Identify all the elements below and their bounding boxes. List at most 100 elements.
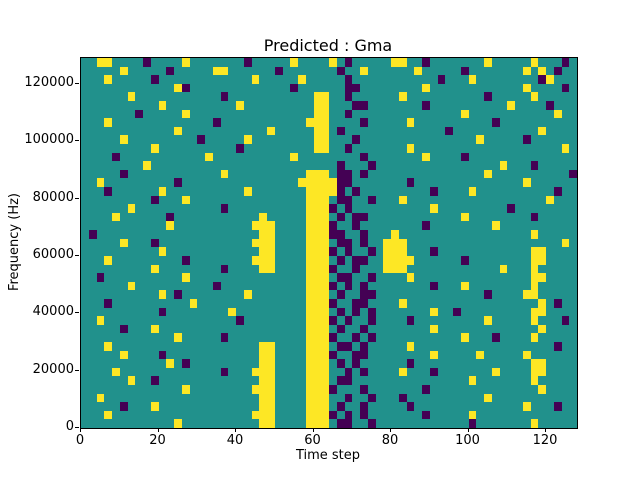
heatmap-cell: [445, 126, 453, 136]
heatmap-cell: [321, 402, 329, 411]
heatmap-cell: [181, 109, 190, 119]
heatmap-cell: [329, 410, 337, 420]
heatmap-cell: [406, 402, 415, 411]
heatmap-cell: [305, 118, 314, 127]
heatmap-cell: [313, 169, 322, 179]
heatmap-cell: [313, 298, 322, 308]
heatmap-cell: [313, 410, 322, 420]
heatmap-cell: [259, 212, 267, 222]
heatmap-cell: [367, 393, 376, 403]
heatmap-cell: [352, 255, 360, 265]
heatmap-cell: [313, 376, 322, 385]
heatmap-cell: [491, 221, 500, 231]
heatmap-cell: [344, 419, 353, 428]
heatmap-cell: [267, 230, 275, 239]
heatmap-cell: [321, 410, 329, 420]
heatmap-cell: [383, 247, 391, 256]
heatmap-cell: [305, 367, 314, 377]
heatmap-cell: [104, 118, 112, 127]
heatmap-cell: [367, 419, 376, 428]
heatmap-cell: [313, 341, 322, 351]
heatmap-cell: [305, 290, 314, 299]
heatmap-cell: [267, 367, 275, 377]
heatmap-cell: [530, 419, 539, 428]
heatmap-cell: [360, 298, 368, 308]
heatmap-cell: [313, 384, 322, 394]
heatmap-cell: [267, 350, 275, 360]
heatmap-cell: [336, 126, 345, 136]
heatmap-cell: [174, 419, 182, 428]
heatmap-cell: [321, 324, 329, 334]
heatmap-cell: [166, 212, 174, 222]
heatmap-cell: [468, 187, 477, 196]
heatmap-cell: [367, 161, 376, 170]
heatmap-cell: [321, 212, 329, 222]
heatmap-cell: [429, 281, 438, 291]
heatmap-cell: [367, 195, 376, 205]
heatmap-cell: [530, 376, 539, 385]
plot-area: [80, 57, 578, 429]
heatmap-cell: [484, 316, 492, 325]
heatmap-cell: [150, 75, 159, 84]
heatmap-cell: [383, 238, 391, 248]
y-tick-mark: [75, 254, 79, 256]
heatmap-cell: [321, 376, 329, 385]
heatmap-cell: [298, 75, 306, 84]
heatmap-cell: [329, 350, 337, 360]
heatmap-cell: [267, 384, 275, 394]
heatmap-cell: [553, 109, 562, 119]
heatmap-cell: [352, 333, 360, 342]
heatmap-cell: [313, 333, 322, 342]
heatmap-cell: [321, 281, 329, 291]
heatmap-cell: [112, 212, 120, 222]
heatmap-cell: [336, 255, 345, 265]
heatmap-cell: [243, 290, 252, 299]
heatmap-cell: [313, 419, 322, 428]
x-axis-label: Time step: [295, 448, 361, 463]
heatmap-cell: [321, 92, 329, 101]
heatmap-cell: [321, 307, 329, 317]
heatmap-cell: [259, 359, 267, 368]
x-tick-mark: [235, 428, 236, 432]
heatmap-cell: [305, 384, 314, 394]
heatmap-cell: [491, 118, 500, 127]
heatmap-cell: [313, 264, 322, 274]
heatmap-cell: [251, 75, 260, 84]
heatmap-cell: [360, 118, 368, 127]
heatmap-cell: [484, 290, 492, 299]
heatmap-cell: [88, 230, 97, 239]
heatmap-cell: [305, 187, 314, 196]
heatmap-cell: [313, 393, 322, 403]
heatmap-cell: [220, 66, 229, 76]
heatmap-cell: [220, 92, 229, 101]
heatmap-cell: [313, 281, 322, 291]
heatmap-cell: [406, 255, 415, 265]
heatmap-cell: [422, 58, 430, 67]
x-tick-mark: [157, 428, 159, 432]
heatmap-cell: [313, 118, 322, 127]
heatmap-cell: [561, 238, 570, 248]
heatmap-cell: [305, 255, 314, 265]
heatmap-cell: [398, 393, 407, 403]
heatmap-cell: [259, 255, 267, 265]
heatmap-cell: [119, 238, 128, 248]
heatmap-cell: [406, 144, 415, 153]
heatmap-cell: [305, 316, 314, 325]
heatmap-cell: [336, 419, 345, 428]
heatmap-cell: [352, 298, 360, 308]
heatmap-cell: [344, 273, 353, 282]
heatmap-cell: [313, 350, 322, 360]
heatmap-cell: [150, 324, 159, 334]
heatmap-cell: [329, 221, 337, 231]
heatmap-cell: [321, 135, 329, 145]
heatmap-cell: [127, 92, 136, 101]
heatmap-cell: [414, 66, 422, 76]
heatmap-cell: [158, 350, 167, 360]
heatmap-cell: [251, 367, 260, 377]
heatmap-cell: [321, 221, 329, 231]
heatmap-cell: [259, 238, 267, 248]
heatmap-cell: [329, 230, 337, 239]
heatmap-cell: [321, 290, 329, 299]
heatmap-cell: [530, 92, 539, 101]
